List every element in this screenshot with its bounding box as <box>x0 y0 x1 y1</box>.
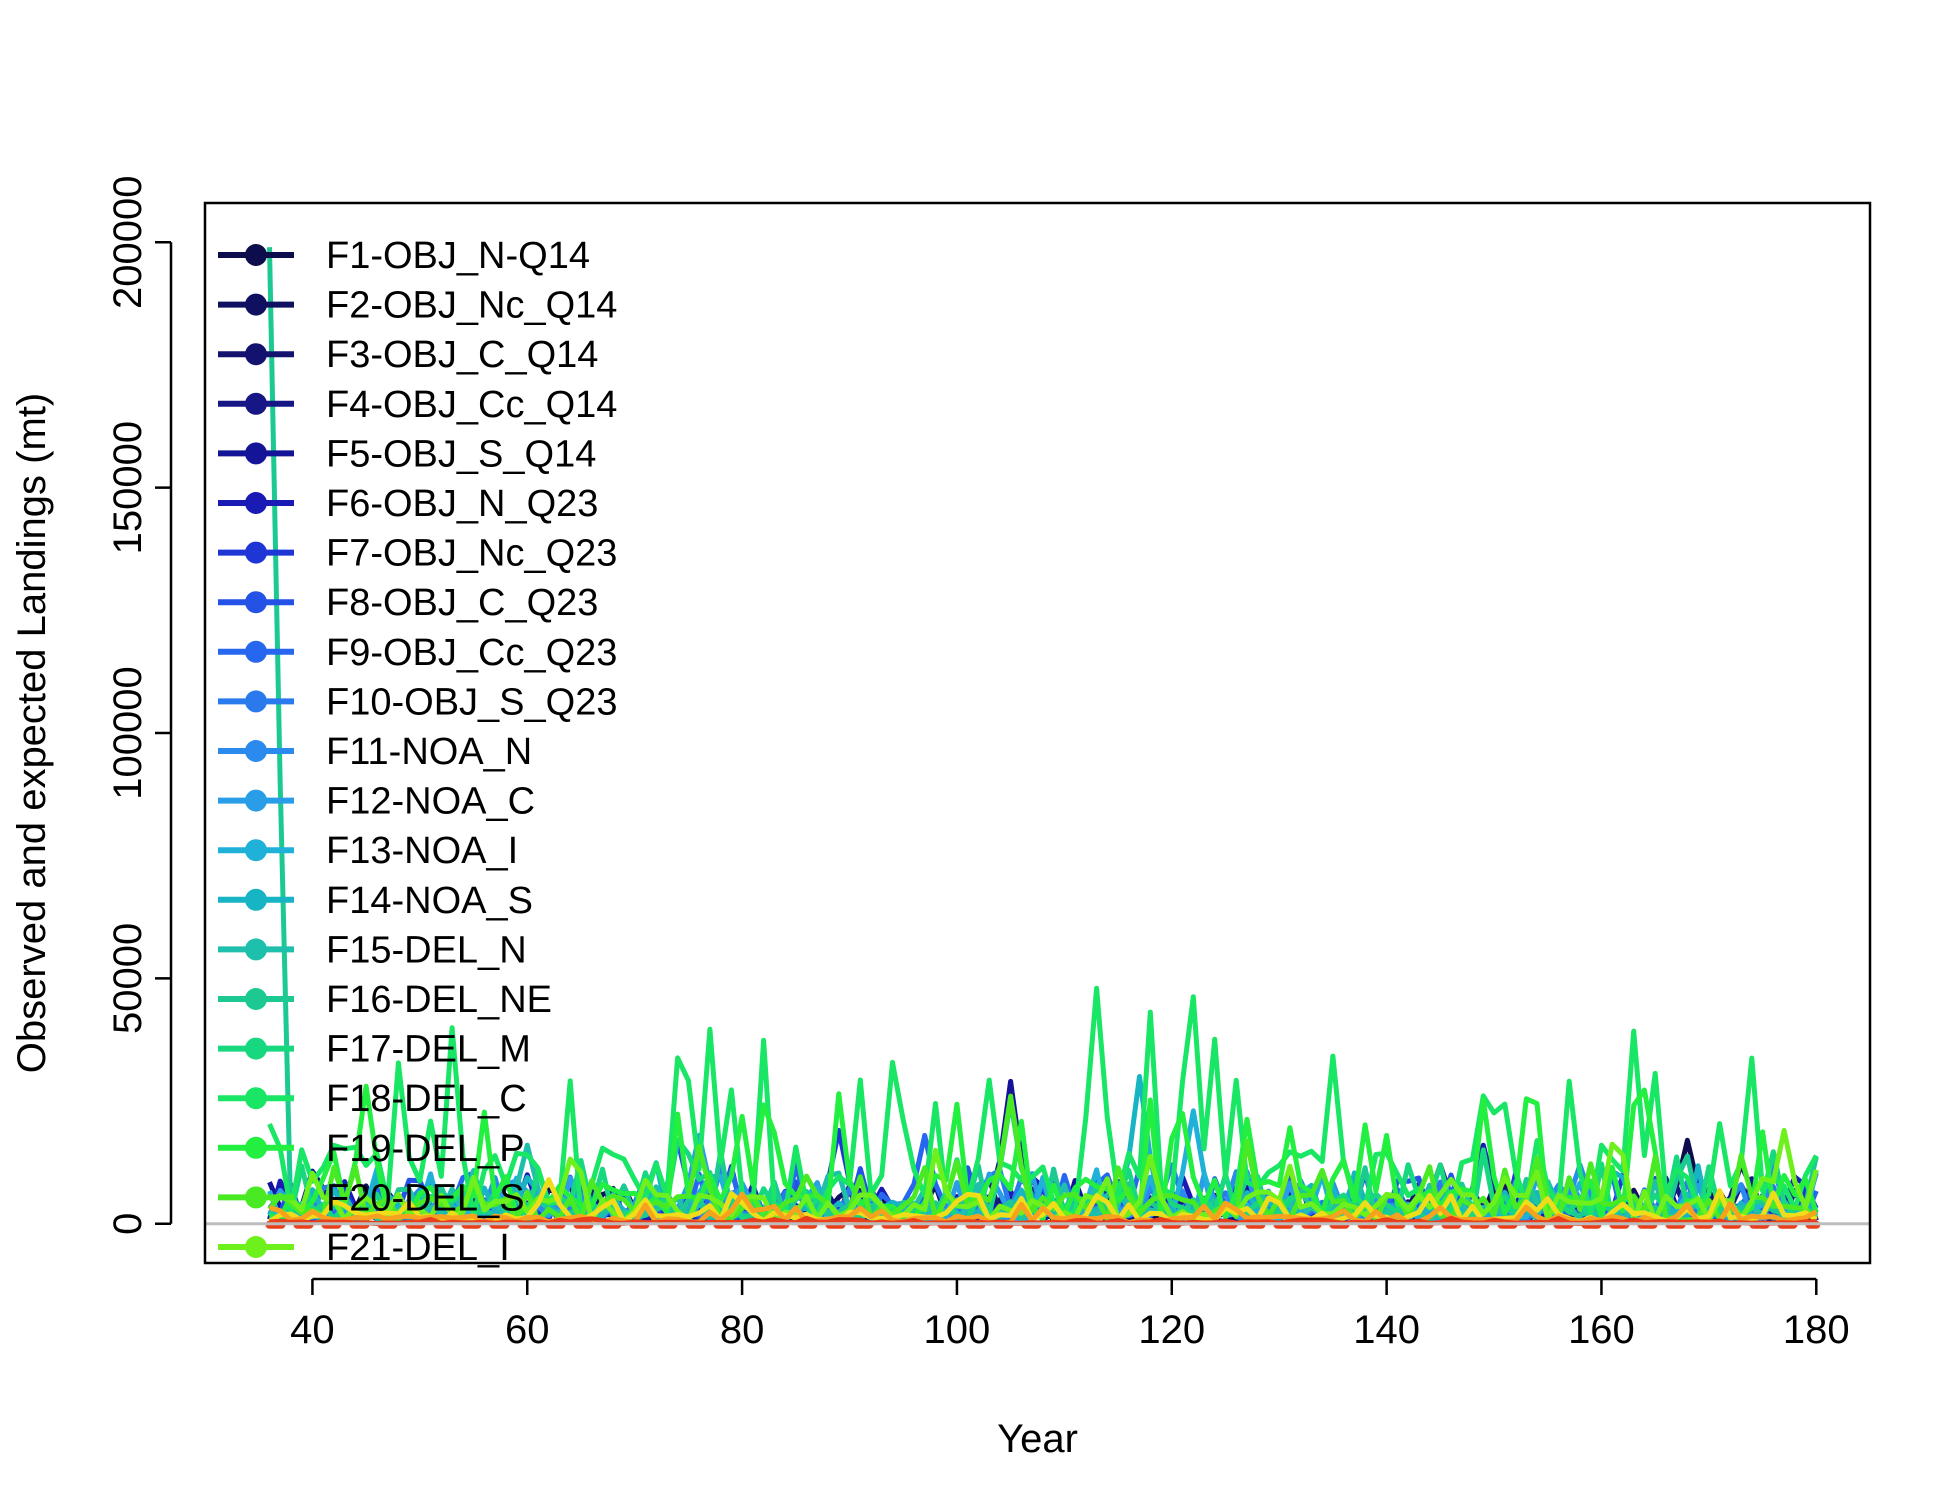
legend-swatch-point <box>245 392 267 415</box>
legend-label: F20-DEL_S <box>326 1177 525 1219</box>
x-tick-label: 100 <box>924 1308 991 1352</box>
legend-label: F7-OBJ_Nc_Q23 <box>326 533 617 575</box>
legend-label: F4-OBJ_Cc_Q14 <box>326 384 617 426</box>
legend-label: F18-DEL_C <box>326 1078 527 1120</box>
legend-item: F17-DEL_M <box>218 1029 531 1071</box>
y-axis-label: Observed and expected Landings (mt) <box>10 393 54 1073</box>
x-axis-label: Year <box>997 1417 1078 1461</box>
legend-label: F15-DEL_N <box>326 929 527 971</box>
legend: F1-OBJ_N-Q14 F2-OBJ_Nc_Q14 F3-OBJ_C_Q14 F4-… <box>218 235 617 1269</box>
plot-area-frame <box>203 201 1872 1265</box>
legend-swatch-point <box>245 1136 267 1159</box>
legend-item: F21-DEL_I <box>218 1227 510 1269</box>
legend-item: F18-DEL_C <box>218 1078 527 1120</box>
legend-swatch-point <box>245 1037 267 1060</box>
legend-label: F8-OBJ_C_Q23 <box>326 582 598 624</box>
legend-item: F14-NOA_S <box>218 880 533 922</box>
x-tick-label: 60 <box>505 1308 550 1352</box>
legend-swatch-point <box>245 541 267 564</box>
legend-item: F13-NOA_I <box>218 830 518 872</box>
legend-label: F19-DEL_P <box>326 1128 525 1170</box>
legend-item: F2-OBJ_Nc_Q14 <box>218 285 617 327</box>
legend-label: F2-OBJ_Nc_Q14 <box>326 285 617 327</box>
legend-item: F1-OBJ_N-Q14 <box>218 235 590 277</box>
legend-label: F21-DEL_I <box>326 1227 510 1269</box>
legend-label: F1-OBJ_N-Q14 <box>326 235 590 277</box>
legend-item: F5-OBJ_S_Q14 <box>218 433 596 475</box>
legend-swatch-point <box>245 888 267 911</box>
legend-swatch-point <box>245 1087 267 1110</box>
legend-item: F15-DEL_N <box>218 929 527 971</box>
legend-item: F6-OBJ_N_Q23 <box>218 483 598 525</box>
legend-label: F14-NOA_S <box>326 880 533 922</box>
legend-item: F19-DEL_P <box>218 1128 525 1170</box>
legend-label: F5-OBJ_S_Q14 <box>326 433 596 475</box>
series-line-F18-DEL_C <box>267 985 1819 1218</box>
legend-label: F9-OBJ_Cc_Q23 <box>326 632 617 674</box>
legend-item: F12-NOA_C <box>218 781 535 823</box>
legend-swatch-point <box>245 938 267 961</box>
legend-swatch-point <box>245 442 267 465</box>
legend-label: F16-DEL_NE <box>326 979 552 1021</box>
legend-swatch-point <box>245 640 267 663</box>
legend-swatch-point <box>245 789 267 812</box>
legend-swatch-point <box>245 244 267 266</box>
legend-swatch-point <box>245 1236 267 1258</box>
legend-swatch-point <box>245 343 267 366</box>
x-tick-label: 180 <box>1783 1308 1850 1352</box>
x-tick-label: 80 <box>720 1308 765 1352</box>
x-tick-label: 40 <box>290 1308 335 1352</box>
legend-item: F4-OBJ_Cc_Q14 <box>218 384 617 426</box>
x-tick-label: 140 <box>1353 1308 1420 1352</box>
legend-item: F9-OBJ_Cc_Q23 <box>218 632 617 674</box>
legend-label: F6-OBJ_N_Q23 <box>326 483 598 525</box>
legend-label: F17-DEL_M <box>326 1029 531 1071</box>
legend-item: F20-DEL_S <box>218 1177 525 1219</box>
legend-label: F13-NOA_I <box>326 830 518 872</box>
legend-swatch-point <box>245 690 267 713</box>
legend-swatch-point <box>245 293 267 316</box>
legend-label: F10-OBJ_S_Q23 <box>326 681 617 723</box>
y-tick-label: 150000 <box>106 421 150 554</box>
legend-item: F3-OBJ_C_Q14 <box>218 334 598 376</box>
legend-label: F12-NOA_C <box>326 781 535 823</box>
legend-item: F16-DEL_NE <box>218 979 552 1021</box>
legend-label: F11-NOA_N <box>326 731 532 773</box>
y-tick-label: 200000 <box>106 176 150 309</box>
legend-swatch-point <box>245 591 267 614</box>
legend-swatch-point <box>245 988 267 1010</box>
y-tick-label: 0 <box>106 1213 150 1235</box>
legend-swatch-point <box>245 839 267 862</box>
x-tick-label: 160 <box>1568 1308 1635 1352</box>
axes: 40 60 80 100 120 140 160 180 0 50000 100000 150000 2… <box>106 176 1850 1352</box>
legend-item: F7-OBJ_Nc_Q23 <box>218 533 617 575</box>
legend-item: F8-OBJ_C_Q23 <box>218 582 598 624</box>
legend-item: F11-NOA_N <box>218 731 532 773</box>
x-tick-label: 120 <box>1138 1308 1205 1352</box>
legend-item: F10-OBJ_S_Q23 <box>218 681 617 723</box>
y-tick-label: 100000 <box>106 666 150 799</box>
y-tick-label: 50000 <box>106 923 150 1034</box>
legend-swatch-point <box>245 492 267 514</box>
legend-label: F3-OBJ_C_Q14 <box>326 334 598 376</box>
legend-swatch-point <box>245 740 267 762</box>
legend-swatch-point <box>245 1186 267 1209</box>
